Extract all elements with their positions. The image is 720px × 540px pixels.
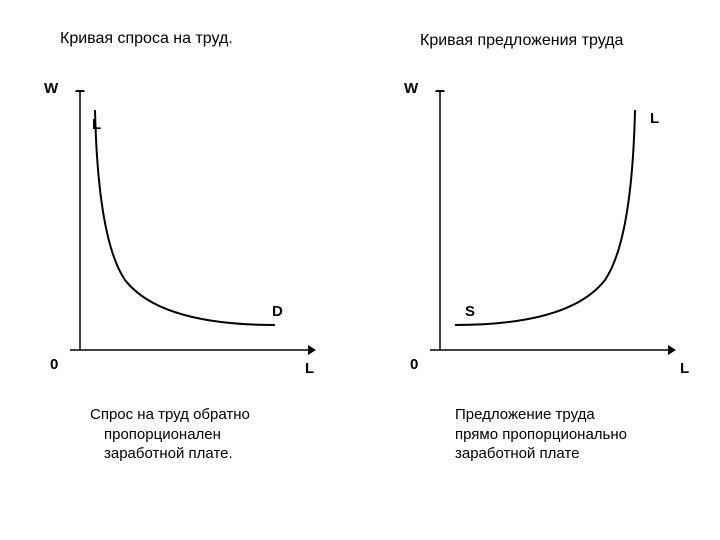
left-caption-line3: заработной плате. bbox=[104, 444, 250, 464]
diagram-container: Кривая спроса на труд. W L D 0 L Спрос н… bbox=[0, 0, 720, 540]
left-y-axis-label: W bbox=[44, 80, 58, 97]
right-curve-end-label: S bbox=[465, 303, 475, 320]
left-chart-svg bbox=[60, 90, 330, 370]
right-y-axis-label: W bbox=[404, 80, 418, 97]
left-x-axis-label: L bbox=[305, 360, 314, 377]
right-title: Кривая предложения труда bbox=[420, 32, 623, 50]
right-caption-line1: Предложение труда bbox=[455, 405, 627, 425]
right-origin-label: 0 bbox=[410, 356, 418, 373]
right-chart-svg bbox=[420, 90, 690, 370]
right-x-arrow bbox=[668, 345, 676, 355]
right-panel: Кривая предложения труда W L S 0 L Предл… bbox=[360, 0, 720, 540]
right-x-axis-label: L bbox=[680, 360, 689, 377]
left-caption-line1: Спрос на труд обратно bbox=[90, 405, 250, 425]
right-caption-line2: прямо пропорционально bbox=[455, 425, 627, 445]
supply-curve bbox=[455, 110, 635, 325]
left-curve-end-label: D bbox=[272, 303, 283, 320]
left-caption-line2: пропорционален bbox=[104, 425, 250, 445]
right-caption: Предложение труда прямо пропорционально … bbox=[455, 405, 627, 464]
left-caption: Спрос на труд обратно пропорционален зар… bbox=[90, 405, 250, 464]
left-x-arrow bbox=[308, 345, 316, 355]
demand-curve bbox=[95, 110, 275, 325]
right-caption-line3: заработной плате bbox=[455, 444, 627, 464]
left-origin-label: 0 bbox=[50, 356, 58, 373]
left-y-arrow bbox=[75, 90, 85, 92]
right-y-arrow bbox=[435, 90, 445, 92]
left-panel: Кривая спроса на труд. W L D 0 L Спрос н… bbox=[0, 0, 360, 540]
left-title: Кривая спроса на труд. bbox=[60, 30, 233, 48]
